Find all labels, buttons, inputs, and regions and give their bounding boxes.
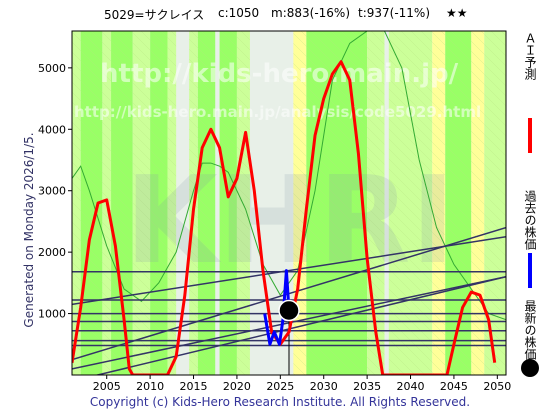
legend-latest-price: 最新の株価 [523,300,537,360]
cycle-indicator-line [72,31,506,321]
watermark-url: http://kids-hero.main.jp/ [100,59,459,89]
trend-line [72,226,506,361]
band-hatch [111,31,133,375]
cycle-band [445,31,472,375]
band-hatch [189,31,198,375]
y-tick-label: 2000 [38,246,66,259]
watermark-logo: KHRI [125,152,455,291]
watermark-url-small: http://kids-hero.main.jp/analysis/code50… [74,103,481,121]
generated-date-label: Generated on Monday 2026/1/5. [22,132,36,328]
cycle-band [219,31,237,375]
legend-past-price: 過去の株価 [523,190,537,250]
cycle-band [72,31,81,375]
cycle-band [189,31,198,375]
band-hatch [132,31,151,375]
band-hatch [471,31,485,375]
cycle-band [167,31,177,375]
x-tick-label: 2015 [180,380,208,393]
band-hatch [306,31,368,375]
band-hatch [80,31,103,375]
cycle-band [306,31,368,375]
x-tick-label: 2045 [440,380,468,393]
ai-forecast-line [72,60,497,375]
cycle-band [367,31,385,375]
legend-svg: ＡＩ予測 過去の株価 最新の株価 [521,32,539,377]
x-tick-label: 2005 [93,380,121,393]
cycle-band [197,31,216,375]
x-tick-label: 2035 [353,380,381,393]
band-hatch [445,31,472,375]
trend-line [72,275,506,370]
trend-line [94,275,506,375]
past-price-line [263,269,291,346]
cycle-band [132,31,151,375]
band-hatch [102,31,112,375]
x-tick-label: 2020 [223,380,251,393]
cycle-band [432,31,446,375]
cycle-band [102,31,112,375]
plot-frame [71,30,507,376]
cycle-band [236,31,250,375]
x-tick-label: 2010 [136,380,164,393]
y-tick-label: 5000 [38,62,66,75]
chart-header: 5029=サクレイス c:1050 m:883(-16%) t:937(-11%… [0,6,560,26]
latest-price-marker [278,299,300,322]
current-price: c:1050 [218,6,260,20]
band-hatch [236,31,250,375]
cycle-band [293,31,307,375]
legend-ai-forecast: ＡＩ予測 [523,32,537,81]
target-price: t:937(-11%) [358,6,431,20]
legend-ai-swatch [528,118,532,153]
y-tick-label: 4000 [38,123,66,136]
cycle-band [150,31,168,375]
legend: ＡＩ予測 過去の株価 最新の株価 [508,28,560,383]
cycle-band [111,31,133,375]
cycle-band [484,31,506,375]
cycle-band [471,31,485,375]
band-hatch [484,31,506,375]
copyright-footer: Copyright (c) Kids-Hero Research Institu… [89,395,471,409]
x-tick-label: 2025 [266,380,294,393]
band-hatch [167,31,177,375]
y-tick-label: 3000 [38,185,66,198]
x-tick-label: 2030 [310,380,338,393]
x-tick-label: 2040 [397,380,425,393]
band-hatch [388,31,433,375]
band-hatch [293,31,307,375]
min-forecast: m:883(-16%) [271,6,351,20]
cycle-band [80,31,103,375]
legend-past-swatch [528,253,532,288]
rating-stars: ★★ [446,6,468,20]
trend-line [72,236,506,306]
legend-latest-dot [521,359,539,377]
band-hatch [72,31,81,375]
band-hatch [219,31,237,375]
plot-background [72,31,506,375]
cycle-band [388,31,433,375]
ticker-label: 5029=サクレイス [104,8,205,22]
y-tick-label: 1000 [38,308,66,321]
band-hatch [367,31,385,375]
band-hatch [432,31,446,375]
band-hatch [150,31,168,375]
band-hatch [197,31,216,375]
